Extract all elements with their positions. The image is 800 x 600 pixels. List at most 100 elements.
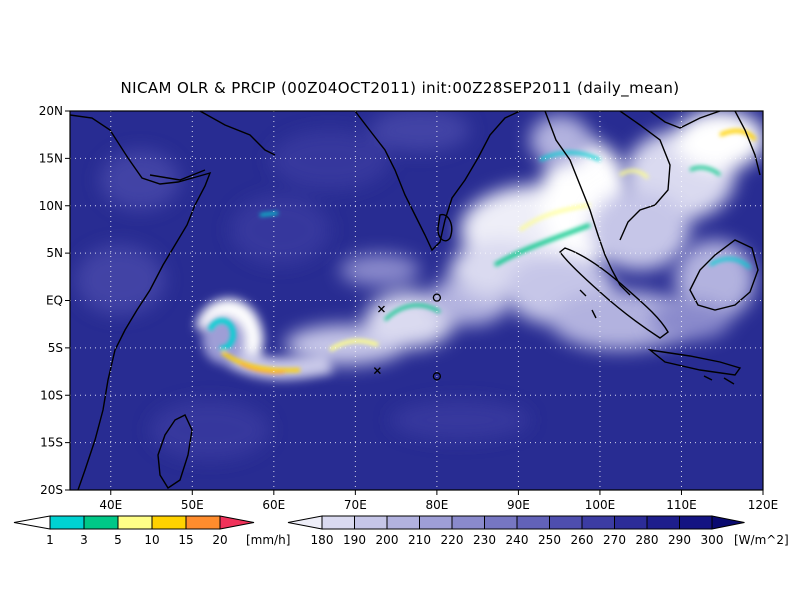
olr-color-box: [581, 515, 615, 530]
y-tick-label: 10S: [40, 388, 63, 402]
longitude-ticks: 40E 50E 60E 70E 80E 90E 100E 110E 120E: [99, 490, 778, 512]
x-tick-label: 70E: [344, 498, 367, 512]
x-tick-label: 60E: [262, 498, 285, 512]
lat-lon-grid: [70, 111, 763, 490]
x-tick-label: 100E: [585, 498, 616, 512]
arabia-coast: [199, 111, 276, 156]
rain-myanmar: [539, 151, 601, 162]
x-marker: [373, 367, 381, 375]
y-tick-label: 10N: [39, 199, 63, 213]
olr-legend-label: 210: [408, 533, 431, 547]
x-marker: [377, 305, 385, 313]
precip-legend-label: 15: [178, 533, 193, 547]
map-panel: 40E 50E 60E 70E 80E 90E 100E 110E 120E 20N 15N 10N…: [39, 104, 779, 512]
olr-upper-arrow: [711, 515, 745, 530]
olr-colorbar: 180 190 200 210 220 230 240 250 260 270 280 290 300 […: [287, 515, 789, 547]
precip-legend-label: 20: [212, 533, 227, 547]
small-islands: [579, 289, 735, 385]
rain-cyclone-tail: [220, 350, 301, 373]
precip-color-box: [83, 515, 119, 530]
precip-color-box: [185, 515, 221, 530]
olr-cloud-layer: [75, 111, 763, 460]
olr-color-box: [354, 515, 388, 530]
olr-legend-label: 200: [376, 533, 399, 547]
olr-legend-label: 230: [473, 533, 496, 547]
x-tick-label: 50E: [181, 498, 204, 512]
y-tick-label: 5N: [46, 246, 63, 260]
olr-legend-label: 280: [636, 533, 659, 547]
indochina-coast: [619, 111, 671, 241]
rain-indian-ocean-teal: [383, 303, 441, 322]
precip-upper-arrow: [219, 515, 255, 530]
rain-south-china-sea: [719, 128, 757, 142]
madagascar: [157, 414, 193, 489]
precip-legend-label: 10: [144, 533, 159, 547]
myanmar-malay-coast: [544, 111, 631, 296]
olr-color-box: [419, 515, 453, 530]
latitude-ticks: 20N 15N 10N 5N EQ 5S 10S 15S 20S: [39, 104, 70, 497]
precip-legend-label: 5: [114, 533, 122, 547]
olr-lower-arrow: [287, 515, 323, 530]
south-china-coast: [649, 111, 721, 129]
olr-color-box: [484, 515, 518, 530]
olr-legend-label: 270: [603, 533, 626, 547]
y-tick-label: 15N: [39, 151, 63, 165]
precip-legend-unit: [mm/h]: [246, 533, 290, 547]
map-title: NICAM OLR & PRCIP (00Z04OCT2011) init:00…: [120, 79, 680, 97]
map-markers: [373, 293, 442, 381]
x-tick-label: 110E: [666, 498, 697, 512]
olr-color-box: [646, 515, 680, 530]
olr-legend-label: 240: [506, 533, 529, 547]
horn-of-africa: [149, 169, 206, 181]
precip-legend-label: 3: [80, 533, 88, 547]
y-tick-label: 20S: [40, 483, 63, 497]
rain-indian-ocean: [328, 338, 379, 352]
y-tick-label: 5S: [48, 341, 63, 355]
olr-color-box: [549, 515, 583, 530]
rain-isolated-3: [689, 166, 721, 177]
olr-color-box: [386, 515, 420, 530]
olr-color-box: [516, 515, 550, 530]
philippines: [734, 111, 761, 176]
rain-isolated-1: [259, 211, 279, 217]
south-china-sea-clouds: [530, 111, 763, 270]
olr-color-box: [679, 515, 713, 530]
precip-color-box: [49, 515, 85, 530]
borneo: [689, 239, 759, 311]
olr-color-box: [451, 515, 485, 530]
precipitation-layer: [207, 128, 757, 374]
y-tick-label: 20N: [39, 104, 63, 118]
rain-bay-of-bengal: [493, 223, 591, 267]
precip-color-box: [117, 515, 153, 530]
olr-legend-label: 220: [441, 533, 464, 547]
olr-legend-label: 180: [311, 533, 334, 547]
olr-color-box: [614, 515, 648, 530]
rain-andaman: [519, 203, 591, 232]
olr-legend-label: 300: [701, 533, 724, 547]
precip-lower-arrow: [13, 515, 51, 530]
sri-lanka: [437, 213, 453, 242]
x-tick-label: 40E: [99, 498, 122, 512]
circle-marker: [432, 293, 442, 302]
olr-legend-label: 190: [343, 533, 366, 547]
rain-isolated-2: [619, 169, 650, 180]
y-tick-label: EQ: [46, 294, 63, 308]
scattered-low-clouds: [75, 111, 530, 460]
rain-borneo: [709, 257, 752, 270]
precip-legend-label: 1: [46, 533, 54, 547]
y-tick-label: 15S: [40, 436, 63, 450]
coastlines: [70, 111, 761, 490]
india-coast: [354, 111, 521, 252]
olr-legend-label: 260: [571, 533, 594, 547]
olr-legend-unit: [W/m^2]: [734, 533, 789, 547]
olr-legend-label: 250: [538, 533, 561, 547]
precip-color-box: [151, 515, 187, 530]
precip-colorbar: 1 3 5 10 15 20 [mm/h]: [13, 515, 290, 547]
x-tick-label: 90E: [507, 498, 530, 512]
olr-color-box: [321, 515, 355, 530]
x-tick-label: 120E: [748, 498, 779, 512]
sumatra: [559, 247, 669, 339]
x-tick-label: 80E: [425, 498, 448, 512]
rain-cyclone-tail-edge: [239, 363, 286, 374]
